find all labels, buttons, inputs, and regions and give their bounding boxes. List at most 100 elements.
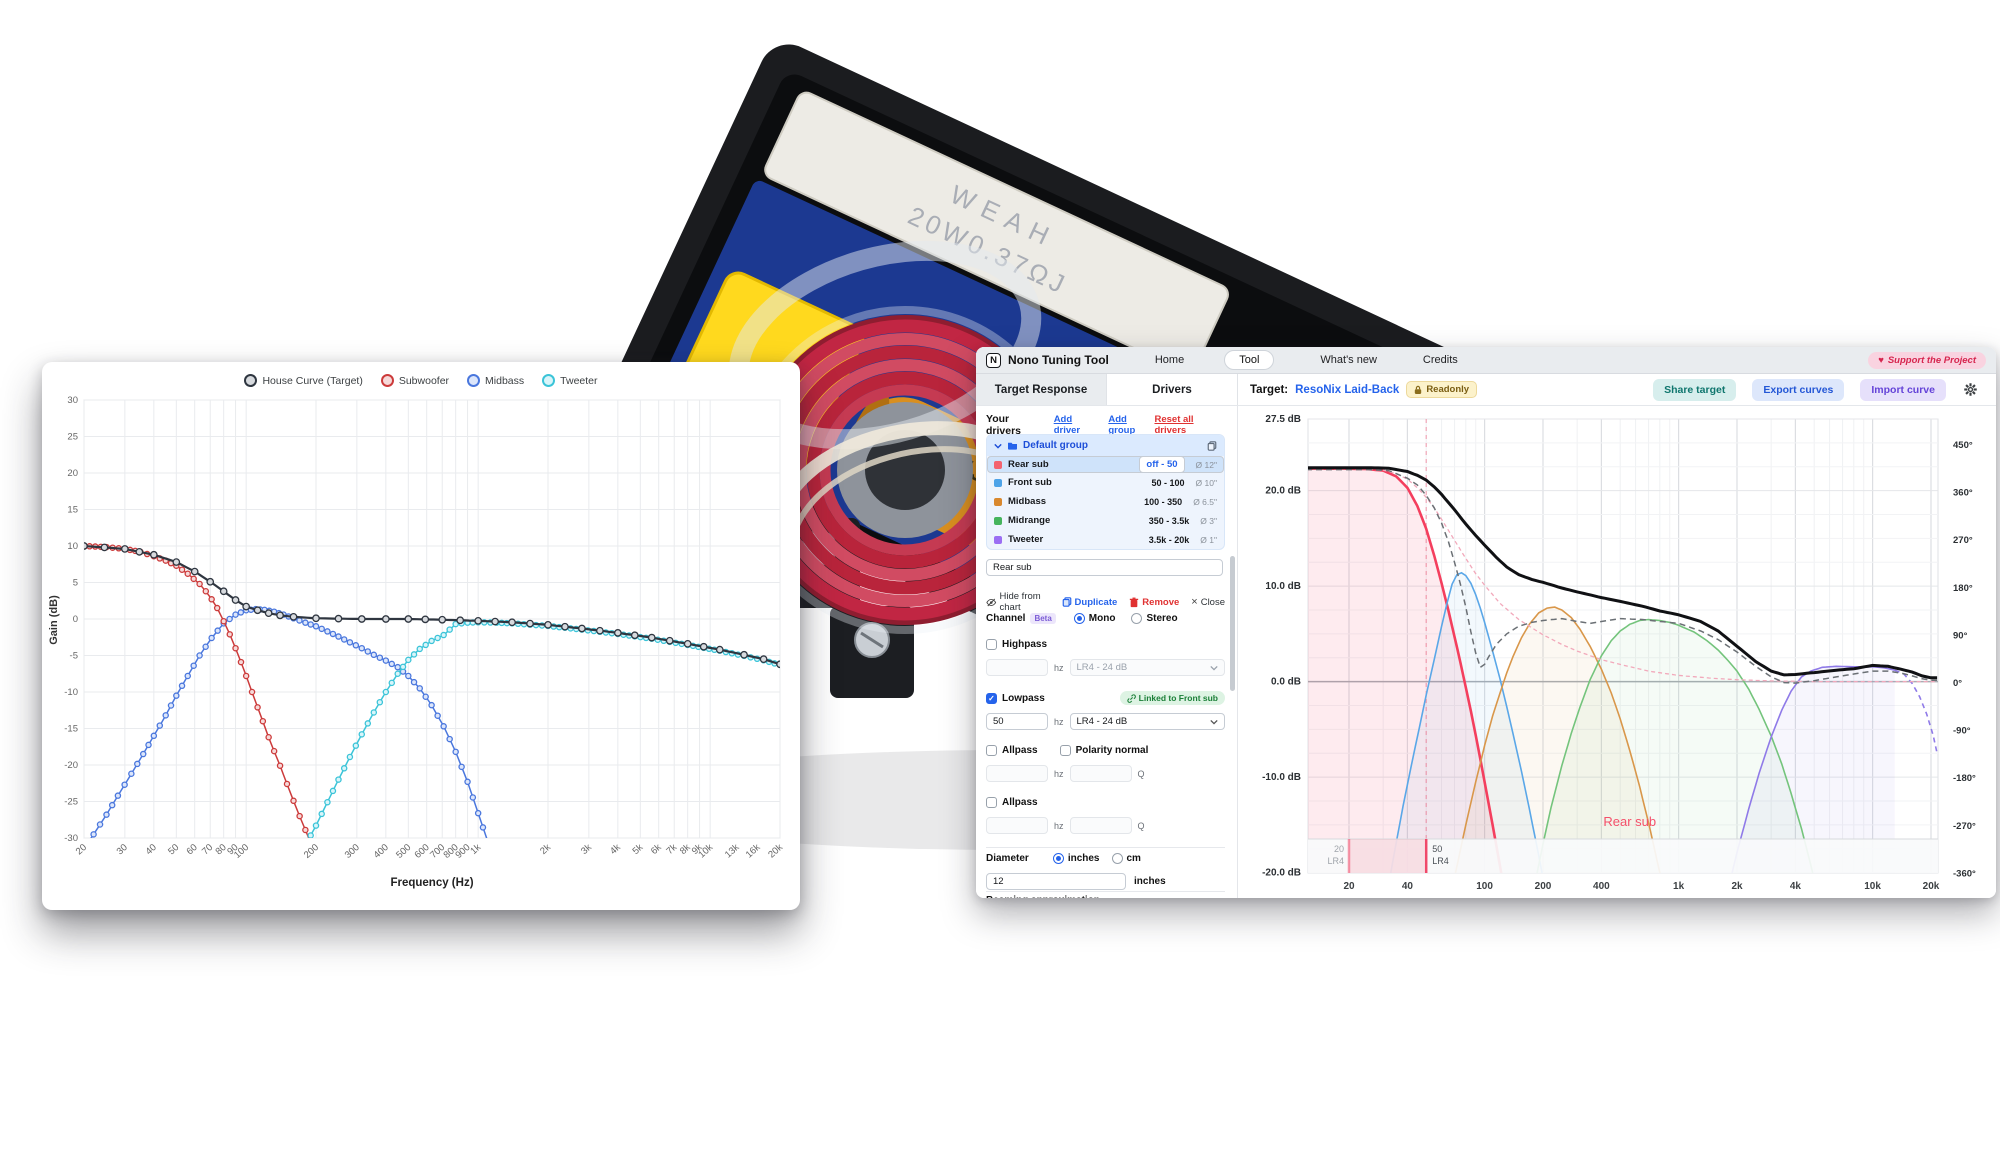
- svg-text:0°: 0°: [1953, 678, 1962, 689]
- lowpass-hz-unit: hz: [1054, 716, 1064, 727]
- driver-diameter: Ø 6.5": [1193, 496, 1217, 507]
- inches-radio[interactable]: [1052, 853, 1064, 864]
- target-label: Target:: [1250, 383, 1289, 396]
- driver-name-input[interactable]: [986, 559, 1223, 576]
- cm-radio[interactable]: [1111, 853, 1123, 864]
- allpass2-hz-unit: hz: [1054, 820, 1064, 831]
- settings-gear-icon[interactable]: [1963, 382, 1978, 397]
- driver-row-midrange[interactable]: Midrange 350 - 3.5k Ø 3": [987, 511, 1224, 530]
- crossover-handle-20[interactable]: [1347, 839, 1351, 873]
- drivers-sidebar: Your drivers Add driver Add group Reset …: [976, 406, 1238, 898]
- reset-all-drivers-link[interactable]: Reset all drivers: [1154, 414, 1194, 436]
- legend-label: House Curve (Target): [262, 374, 363, 387]
- allpass2-q-input[interactable]: [1069, 817, 1132, 834]
- diameter-input[interactable]: [986, 873, 1126, 890]
- lowpass-checkbox[interactable]: ✓: [986, 692, 997, 704]
- heart-icon: ♥: [1878, 354, 1884, 366]
- mono-label: Mono: [1088, 613, 1116, 624]
- lowpass-inputs: hz LR4 - 24 dB: [986, 713, 1225, 730]
- readonly-label: Readonly: [1426, 384, 1470, 395]
- svg-text:100: 100: [1476, 881, 1493, 892]
- folder-icon: [1008, 442, 1017, 450]
- svg-text:LR4: LR4: [1432, 856, 1449, 866]
- driver-group-header[interactable]: Default group: [987, 435, 1224, 456]
- sidebar-scrollbar[interactable]: [1230, 556, 1235, 691]
- nav-whats-new[interactable]: What's new: [1320, 354, 1377, 366]
- legend-item-midbass[interactable]: Midbass: [467, 374, 524, 387]
- legend-marker-icon: [467, 374, 481, 387]
- svg-text:-20: -20: [64, 760, 78, 771]
- driver-name: Front sub: [1008, 477, 1052, 488]
- allpass1-label: Allpass: [1002, 745, 1038, 756]
- tab-target-response[interactable]: Target Response: [994, 383, 1088, 396]
- add-driver-link[interactable]: Add driver: [1053, 414, 1081, 436]
- legend-marker-icon: [542, 374, 556, 387]
- driver-range: 50 - 100: [1151, 477, 1185, 488]
- svg-text:20: 20: [1343, 881, 1355, 892]
- nav-tool[interactable]: Tool: [1224, 350, 1275, 370]
- allpass1-checkbox[interactable]: [986, 745, 997, 756]
- support-project-button[interactable]: ♥ Support the Project: [1868, 351, 1986, 369]
- driver-row-rear-sub[interactable]: Rear sub off - 50 Ø 12": [987, 456, 1224, 473]
- driver-color-swatch: [994, 497, 1002, 506]
- highpass-freq-input[interactable]: [986, 659, 1048, 676]
- target-curves-chart-card: House Curve (Target) Subwoofer Midbass Twee…: [42, 362, 800, 910]
- svg-text:-20.0 dB: -20.0 dB: [1262, 868, 1301, 879]
- channel-label: Channel: [986, 613, 1026, 624]
- divider: [986, 847, 1225, 848]
- app-logo: N: [986, 352, 1001, 368]
- allpass2-row: Allpass: [986, 797, 1225, 808]
- svg-text:LR4: LR4: [1327, 856, 1344, 866]
- legend-item-tweeter[interactable]: Tweeter: [542, 374, 598, 387]
- stereo-radio[interactable]: [1131, 613, 1143, 624]
- highpass-slope-select[interactable]: LR4 - 24 dB: [1069, 659, 1225, 676]
- duplicate-button[interactable]: Duplicate: [1062, 596, 1118, 608]
- close-label: Close: [1200, 596, 1225, 608]
- svg-text:-15: -15: [64, 724, 78, 735]
- svg-text:15: 15: [67, 505, 78, 516]
- svg-text:Frequency (Hz): Frequency (Hz): [390, 877, 473, 889]
- allpass1-freq-input[interactable]: [986, 765, 1048, 782]
- nav-credits[interactable]: Credits: [1422, 354, 1458, 366]
- lowpass-slope-select[interactable]: LR4 - 24 dB: [1069, 713, 1225, 730]
- target-name-link[interactable]: ResoNix Laid-Back: [1295, 383, 1400, 396]
- driver-row-tweeter[interactable]: Tweeter 3.5k - 20k Ø 1": [987, 530, 1224, 549]
- legend-item-subwoofer[interactable]: Subwoofer: [380, 374, 449, 387]
- svg-text:1k: 1k: [1673, 881, 1685, 892]
- svg-text:6k: 6k: [649, 842, 664, 857]
- lowpass-freq-input[interactable]: [986, 713, 1048, 730]
- duplicate-group-icon[interactable]: [1207, 440, 1217, 451]
- import-curve-button[interactable]: Import curve: [1860, 378, 1946, 401]
- legend-item-house-curve-target-[interactable]: House Curve (Target): [244, 374, 363, 387]
- polarity-checkbox[interactable]: [1059, 745, 1071, 756]
- svg-text:0: 0: [73, 614, 78, 625]
- beaming-label: Beaming approximation: [986, 895, 1100, 898]
- driver-row-midbass[interactable]: Midbass 100 - 350 Ø 6.5": [987, 492, 1224, 511]
- svg-text:25: 25: [67, 432, 78, 443]
- add-group-link[interactable]: Add group: [1108, 414, 1136, 436]
- allpass2-freq-input[interactable]: [986, 817, 1048, 834]
- svg-text:4k: 4k: [608, 842, 623, 857]
- driver-color-swatch: [994, 516, 1002, 525]
- allpass1-q-input[interactable]: [1069, 765, 1132, 782]
- close-editor-button[interactable]: × Close: [1191, 596, 1225, 608]
- mono-radio[interactable]: [1073, 613, 1085, 624]
- allpass2-checkbox[interactable]: [986, 797, 997, 808]
- svg-text:-5: -5: [70, 651, 78, 662]
- svg-text:200: 200: [1535, 881, 1552, 892]
- driver-diameter: Ø 1": [1200, 534, 1217, 545]
- duplicate-label: Duplicate: [1074, 596, 1118, 608]
- nav-home[interactable]: Home: [1154, 354, 1185, 366]
- export-curves-button[interactable]: Export curves: [1752, 378, 1845, 401]
- hide-from-chart-button[interactable]: Hide from chart: [986, 591, 1062, 613]
- tab-drivers[interactable]: Drivers: [1106, 374, 1237, 405]
- close-icon: ×: [1191, 596, 1198, 608]
- svg-text:20k: 20k: [766, 842, 785, 861]
- highpass-checkbox[interactable]: [986, 639, 997, 650]
- lowpass-slope-value: LR4 - 24 dB: [1076, 716, 1128, 727]
- share-target-button[interactable]: Share target: [1653, 378, 1737, 401]
- crossover-handle-50[interactable]: [1424, 839, 1428, 873]
- driver-row-front-sub[interactable]: Front sub 50 - 100 Ø 10": [987, 473, 1224, 492]
- remove-button[interactable]: Remove: [1129, 597, 1179, 608]
- svg-text:50: 50: [1432, 844, 1442, 854]
